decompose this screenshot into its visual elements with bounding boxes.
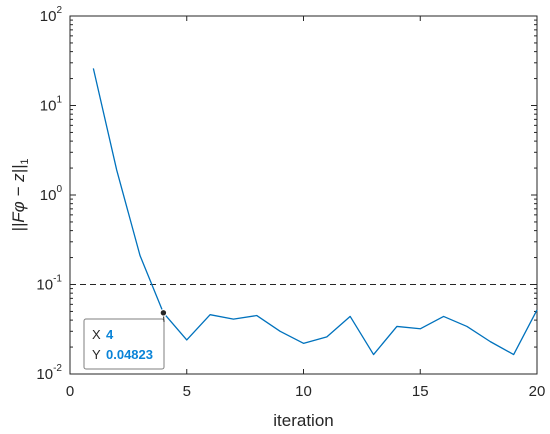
x-axis-label: iteration — [273, 411, 333, 430]
y-axis-label: ||Fφ − z||1 — [9, 158, 31, 231]
y-tick-label: 10-2 — [36, 363, 62, 383]
data-tip-x-key: X — [92, 327, 101, 342]
x-tick-label: 10 — [295, 383, 312, 400]
y-axis-ticks: 10-2 10-1 100 101 102 — [36, 5, 537, 383]
data-tip-y-key: Y — [92, 347, 101, 362]
x-tick-label: 5 — [183, 383, 191, 400]
data-tip[interactable]: X 4 Y 0.04823 — [83, 309, 168, 370]
data-tip-box[interactable] — [83, 318, 165, 370]
y-tick-label: 10-1 — [36, 274, 62, 294]
series-layer — [70, 68, 538, 356]
x-tick-label: 15 — [412, 383, 429, 400]
data-tip-y-value: 0.04823 — [106, 347, 153, 362]
y-tick-label: 102 — [40, 5, 63, 25]
data-tip-marker[interactable] — [159, 309, 168, 317]
x-tick-label: 20 — [529, 383, 546, 400]
data-tip-x-value: 4 — [106, 327, 114, 342]
y-tick-label: 101 — [40, 95, 63, 115]
y-tick-label: 100 — [40, 184, 63, 204]
series-line — [92, 68, 538, 356]
y-axis-label-main: ||Fφ − z|| — [9, 165, 28, 232]
x-tick-label: 0 — [66, 383, 74, 400]
y-axis-label-subscript: 1 — [19, 158, 31, 164]
x-axis-ticks: 0 5 10 15 20 — [66, 16, 546, 400]
